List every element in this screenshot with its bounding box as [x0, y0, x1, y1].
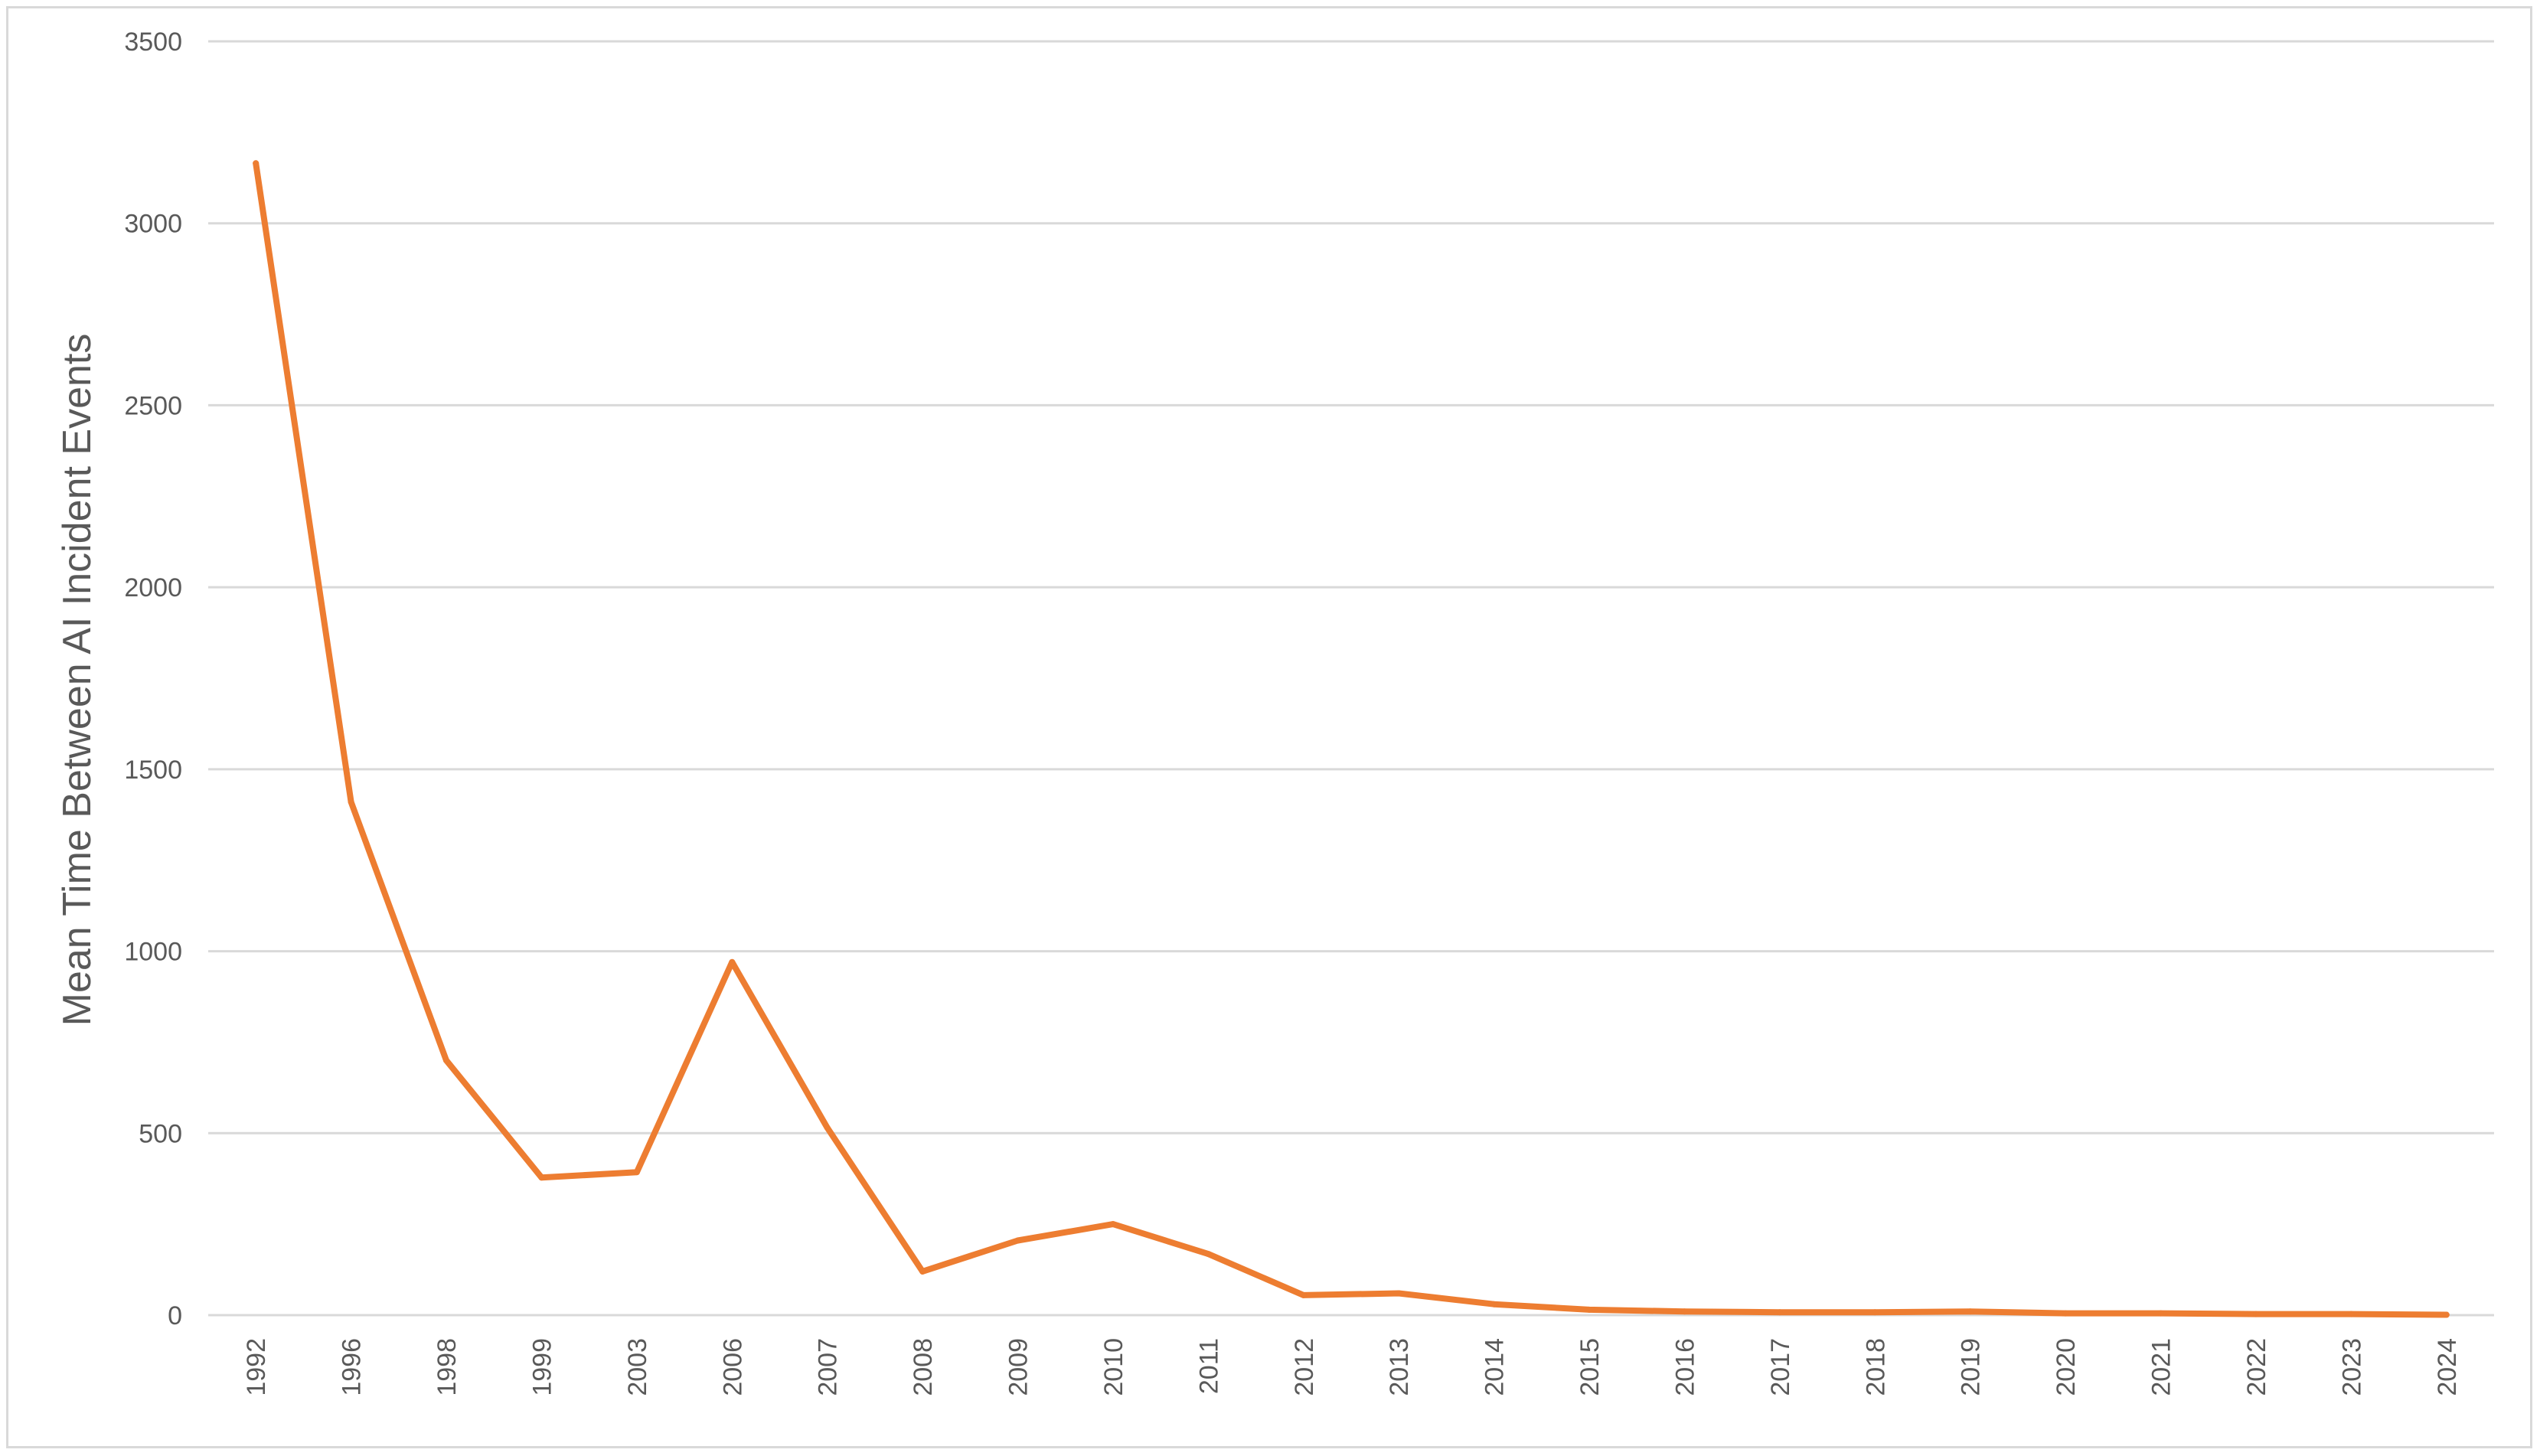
x-tick-label: 2019	[1957, 1338, 1986, 1396]
data-point	[2348, 1311, 2355, 1317]
x-tick-label: 2017	[1766, 1338, 1795, 1396]
series-line	[253, 160, 2450, 1318]
gridlines	[208, 40, 2494, 1317]
chart-frame	[6, 6, 2532, 1448]
data-point	[2062, 1310, 2069, 1317]
data-point	[1776, 1309, 1783, 1316]
data-point	[919, 1268, 926, 1275]
x-axis-tick-labels: 1992 1996 1998 1999 2003 2006 2007 2008 2009 2010…	[242, 1338, 2462, 1396]
x-tick-label: 2007	[814, 1338, 843, 1396]
data-point	[1681, 1308, 1688, 1315]
y-tick-label: 500	[139, 1119, 182, 1148]
data-point	[1872, 1309, 1879, 1316]
data-point	[348, 798, 354, 805]
series-layer	[253, 160, 2450, 1318]
y-tick-label: 1500	[124, 756, 182, 785]
data-point	[633, 1169, 640, 1176]
y-tick-label: 2000	[124, 573, 182, 602]
x-tick-label: 2024	[2433, 1338, 2462, 1396]
data-point	[824, 1125, 831, 1131]
data-point	[538, 1174, 545, 1181]
x-tick-label: 2013	[1385, 1338, 1414, 1396]
data-point	[1300, 1291, 1307, 1298]
x-tick-label: 2014	[1481, 1338, 1510, 1396]
x-tick-label: 2022	[2242, 1338, 2271, 1396]
data-point	[1396, 1290, 1402, 1297]
x-tick-label: 1998	[433, 1338, 462, 1396]
y-tick-label: 3000	[124, 210, 182, 239]
y-tick-label: 3500	[124, 28, 182, 57]
data-point	[1014, 1237, 1021, 1244]
x-tick-label: 2018	[1861, 1338, 1890, 1396]
x-tick-label: 2016	[1670, 1338, 1699, 1396]
data-point	[2252, 1311, 2259, 1317]
data-point	[2443, 1311, 2450, 1318]
x-tick-label: 2008	[909, 1338, 938, 1396]
y-tick-label: 0	[168, 1301, 182, 1330]
x-tick-label: 1996	[338, 1338, 367, 1396]
x-tick-label: 2011	[1194, 1338, 1223, 1394]
data-point	[1490, 1301, 1497, 1307]
data-point	[729, 958, 736, 965]
x-tick-label: 2009	[1004, 1338, 1033, 1396]
data-point	[253, 160, 260, 167]
data-point	[443, 1057, 450, 1064]
x-tick-label: 2006	[718, 1338, 747, 1396]
x-tick-label: 1992	[242, 1338, 271, 1396]
x-tick-label: 2023	[2337, 1338, 2366, 1396]
data-point	[1967, 1308, 1974, 1315]
y-axis-title: Mean Time Between AI Incident Events	[55, 334, 100, 1027]
y-tick-label: 1000	[124, 938, 182, 967]
data-point	[1586, 1306, 1593, 1313]
x-tick-label: 2012	[1290, 1338, 1319, 1396]
x-tick-label: 1999	[527, 1338, 557, 1396]
x-tick-label: 2021	[2147, 1338, 2176, 1396]
y-tick-label: 2500	[124, 391, 182, 420]
y-axis-tick-labels: 0 500 1000 1500 2000 2500 3000 3500	[124, 28, 182, 1330]
data-point	[1109, 1221, 1116, 1228]
data-point	[2157, 1310, 2164, 1317]
data-point	[1205, 1251, 1212, 1258]
x-tick-label: 2015	[1575, 1338, 1605, 1396]
x-tick-label: 2010	[1099, 1338, 1128, 1396]
x-tick-label: 2020	[2052, 1338, 2081, 1396]
x-tick-label: 2003	[623, 1338, 652, 1396]
